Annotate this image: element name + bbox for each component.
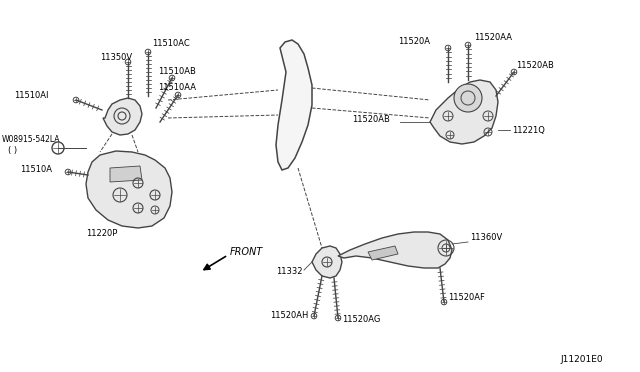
Text: 11221Q: 11221Q <box>512 125 545 135</box>
Text: 11510A: 11510A <box>20 166 52 174</box>
Text: 11332: 11332 <box>276 267 303 276</box>
Text: 11360V: 11360V <box>470 234 502 243</box>
Text: 11520AB: 11520AB <box>516 61 554 71</box>
Text: 11510AI: 11510AI <box>14 90 49 99</box>
Text: 11520AH: 11520AH <box>270 311 308 321</box>
Text: 11510AA: 11510AA <box>158 83 196 93</box>
Text: 11520A: 11520A <box>398 38 430 46</box>
Text: FRONT: FRONT <box>230 247 263 257</box>
Polygon shape <box>276 40 312 170</box>
Circle shape <box>454 84 482 112</box>
Text: 11510AC: 11510AC <box>152 39 189 48</box>
Polygon shape <box>368 246 398 260</box>
Text: 11350V: 11350V <box>100 54 132 62</box>
Polygon shape <box>430 80 498 144</box>
Text: 11520AA: 11520AA <box>474 33 512 42</box>
Text: 11220P: 11220P <box>86 230 117 238</box>
Text: ( ): ( ) <box>8 145 17 154</box>
Polygon shape <box>338 232 452 268</box>
Polygon shape <box>86 151 172 228</box>
Text: 11510AB: 11510AB <box>158 67 196 77</box>
Text: 11520AG: 11520AG <box>342 315 380 324</box>
Text: 11520AB: 11520AB <box>352 115 390 125</box>
Polygon shape <box>110 166 142 182</box>
Text: W08915-542LA: W08915-542LA <box>2 135 61 144</box>
Text: J11201E0: J11201E0 <box>560 355 603 364</box>
Polygon shape <box>103 98 142 135</box>
Polygon shape <box>312 246 342 278</box>
Text: 11520AF: 11520AF <box>448 294 485 302</box>
